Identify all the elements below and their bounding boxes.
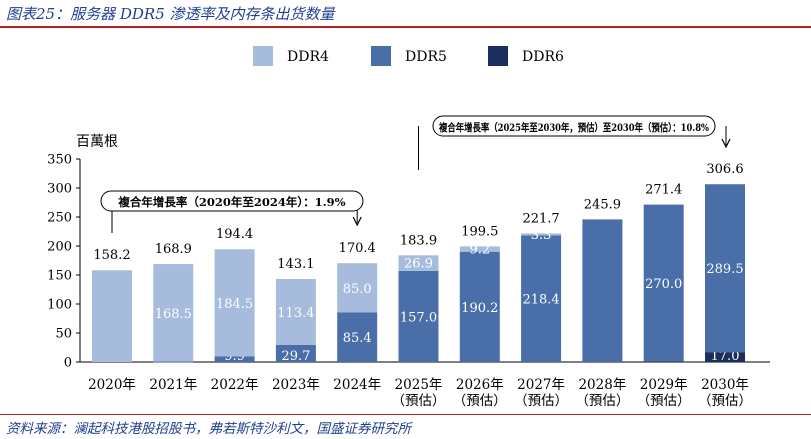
x-tick-label-5: 2025年 [395, 377, 443, 393]
legend-swatch-ddr4 [253, 46, 273, 66]
x-tick-label-7: 2027年 [517, 377, 565, 393]
legend-label-ddr6: DDR6 [522, 49, 564, 65]
x-tick-label-10: 2030年 [701, 377, 749, 393]
total-label-1: 168.9 [155, 242, 192, 257]
total-label-5: 183.9 [400, 233, 437, 248]
data-label-ddr4-7: 3.3 [531, 228, 552, 243]
bar-ddr5-2 [214, 356, 255, 362]
x-tick-label-1: 2021年 [149, 377, 197, 393]
total-label-10: 306.6 [706, 162, 743, 177]
data-label-ddr4-5: 26.9 [404, 257, 433, 272]
data-label-ddr5-5: 157.0 [400, 310, 437, 325]
total-label-4: 170.4 [339, 241, 376, 256]
cagr-1-text: 複合年增長率（2020年至2024年）：1.9% [117, 195, 345, 209]
cagr-1-box [100, 190, 364, 212]
data-label-ddr4-1: 168.5 [155, 307, 192, 322]
y-unit-label: 百萬根 [76, 134, 118, 150]
total-label-9: 271.4 [645, 183, 682, 198]
x-tick-label-6-sub: （預估） [453, 393, 507, 409]
title-rule [0, 26, 811, 28]
source-rule [0, 414, 811, 415]
legend-swatch-ddr5 [371, 46, 391, 66]
y-tick-label: 350 [47, 153, 72, 168]
cagr-2-text: 複合年增長率（2025年至2030年，預估）至2030年（預估）：10.8% [438, 121, 709, 134]
y-tick-label: 200 [47, 240, 72, 255]
bar-ddr6-10 [705, 352, 745, 362]
bar-ddr5-9 [643, 204, 684, 362]
bar-ddr4-1 [153, 264, 194, 362]
total-label-7: 221.7 [522, 211, 559, 226]
x-tick-label-5-sub: （預估） [392, 393, 446, 409]
y-tick-label: 300 [47, 182, 72, 197]
data-label-ddr5-3: 29.7 [281, 349, 310, 364]
y-tick-label: 100 [47, 298, 72, 313]
x-tick-label-10-sub: （預估） [698, 393, 752, 409]
bar-ddr4-4 [337, 263, 378, 313]
bar-ddr4-7 [521, 233, 562, 236]
bar-ddr5-5 [398, 270, 439, 362]
data-label-ddr5-4: 85.4 [343, 331, 372, 346]
x-tick-label-4: 2024年 [333, 377, 381, 393]
x-tick-label-8: 2028年 [578, 377, 626, 393]
cagr-2-box [432, 115, 716, 137]
bar-ddr5-4 [337, 312, 378, 362]
y-tick-label: 50 [55, 327, 72, 342]
data-label-ddr4-3: 113.4 [277, 306, 314, 321]
data-label-ddr5-9: 270.0 [645, 277, 682, 292]
legend-swatch-ddr6 [488, 46, 508, 66]
bar-ddr4-5 [398, 255, 439, 271]
data-label-ddr5-6: 190.2 [461, 301, 498, 316]
x-tick-label-2: 2022年 [211, 377, 259, 393]
bar-ddr6-9 [643, 361, 684, 362]
bar-ddr5-10 [705, 184, 745, 353]
bar-ddr5-1 [153, 361, 194, 363]
total-label-8: 245.9 [584, 197, 621, 212]
x-tick-label-9-sub: （預估） [637, 393, 691, 409]
chart-title: 图表25：服务器 DDR5 渗透率及内存条出货数量 [6, 5, 335, 23]
data-label-ddr4-2: 184.5 [216, 297, 253, 312]
bar-ddr4-2 [214, 249, 255, 357]
x-tick-label-7-sub: （預估） [514, 393, 568, 409]
legend-label-ddr4: DDR4 [287, 49, 329, 65]
x-tick-label-8-sub: （預估） [575, 393, 629, 409]
cagr-2-arrow-head [721, 138, 731, 149]
bar-ddr5-8 [582, 219, 623, 362]
x-tick-label-9: 2029年 [640, 377, 688, 393]
bar-ddr5-3 [275, 344, 316, 362]
legend-label-ddr5: DDR5 [405, 49, 447, 65]
data-label-ddr5-10: 289.5 [706, 262, 743, 277]
y-tick-label: 0 [64, 356, 72, 371]
total-label-6: 199.5 [461, 224, 498, 239]
cagr-1-arrow-head [352, 216, 362, 227]
bar-ddr5-6 [459, 251, 500, 362]
total-label-3: 143.1 [277, 257, 314, 272]
total-label-2: 194.4 [216, 227, 253, 242]
y-tick-label: 150 [47, 269, 72, 284]
x-tick-label-0: 2020年 [88, 377, 136, 393]
source-note: 资料来源：澜起科技港股招股书，弗若斯特沙利文，国盛证券研究所 [6, 421, 411, 437]
total-label-0: 158.2 [93, 248, 130, 263]
y-tick-label: 250 [47, 211, 72, 226]
x-tick-label-6: 2026年 [456, 377, 504, 393]
data-label-ddr6-10: 17.0 [711, 349, 740, 364]
bar-ddr4-6 [459, 246, 500, 252]
data-label-ddr5-7: 218.4 [522, 293, 559, 308]
data-label-ddr4-6: 9.2 [469, 243, 490, 258]
stacked-bar-chart: 0 50 100 150 200 250 300 350 百萬根 DDR4 DDR5 DDR6 158.… [47, 46, 770, 409]
data-label-ddr4-4: 85.0 [343, 282, 372, 297]
bar-ddr4-0 [92, 270, 132, 362]
bar-ddr4-3 [275, 279, 316, 345]
bar-ddr5-7 [521, 235, 562, 362]
x-tick-label-3: 2023年 [272, 377, 320, 393]
